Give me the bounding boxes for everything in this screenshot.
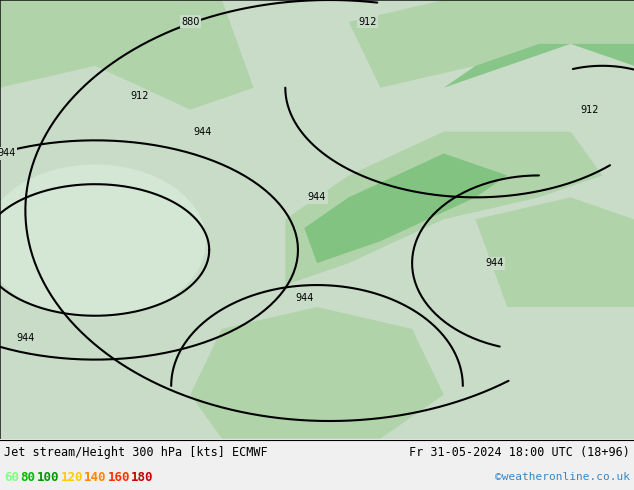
Text: 912: 912 [580, 105, 599, 115]
Text: 944: 944 [0, 148, 15, 158]
Text: 944: 944 [308, 193, 326, 202]
Text: 944: 944 [194, 126, 212, 137]
Polygon shape [304, 153, 507, 263]
Text: 180: 180 [131, 470, 153, 484]
Polygon shape [444, 44, 634, 88]
Polygon shape [476, 197, 634, 307]
Text: 944: 944 [486, 258, 503, 268]
Text: Jet stream/Height 300 hPa [kts] ECMWF: Jet stream/Height 300 hPa [kts] ECMWF [4, 446, 268, 460]
Text: Fr 31-05-2024 18:00 UTC (18+96): Fr 31-05-2024 18:00 UTC (18+96) [409, 446, 630, 460]
Polygon shape [285, 131, 602, 285]
Text: 80: 80 [20, 470, 36, 484]
Text: 100: 100 [37, 470, 60, 484]
Polygon shape [190, 307, 444, 439]
Text: 140: 140 [84, 470, 107, 484]
Polygon shape [0, 0, 127, 88]
Text: 912: 912 [358, 17, 377, 27]
Text: 60: 60 [4, 470, 19, 484]
Text: 880: 880 [181, 17, 199, 27]
Text: 944: 944 [295, 293, 313, 303]
Text: ©weatheronline.co.uk: ©weatheronline.co.uk [495, 472, 630, 482]
Text: 912: 912 [130, 92, 149, 101]
Text: 120: 120 [60, 470, 83, 484]
Polygon shape [95, 0, 254, 110]
Polygon shape [349, 0, 634, 88]
Text: 160: 160 [108, 470, 130, 484]
Ellipse shape [0, 165, 206, 318]
Text: 944: 944 [16, 333, 34, 343]
